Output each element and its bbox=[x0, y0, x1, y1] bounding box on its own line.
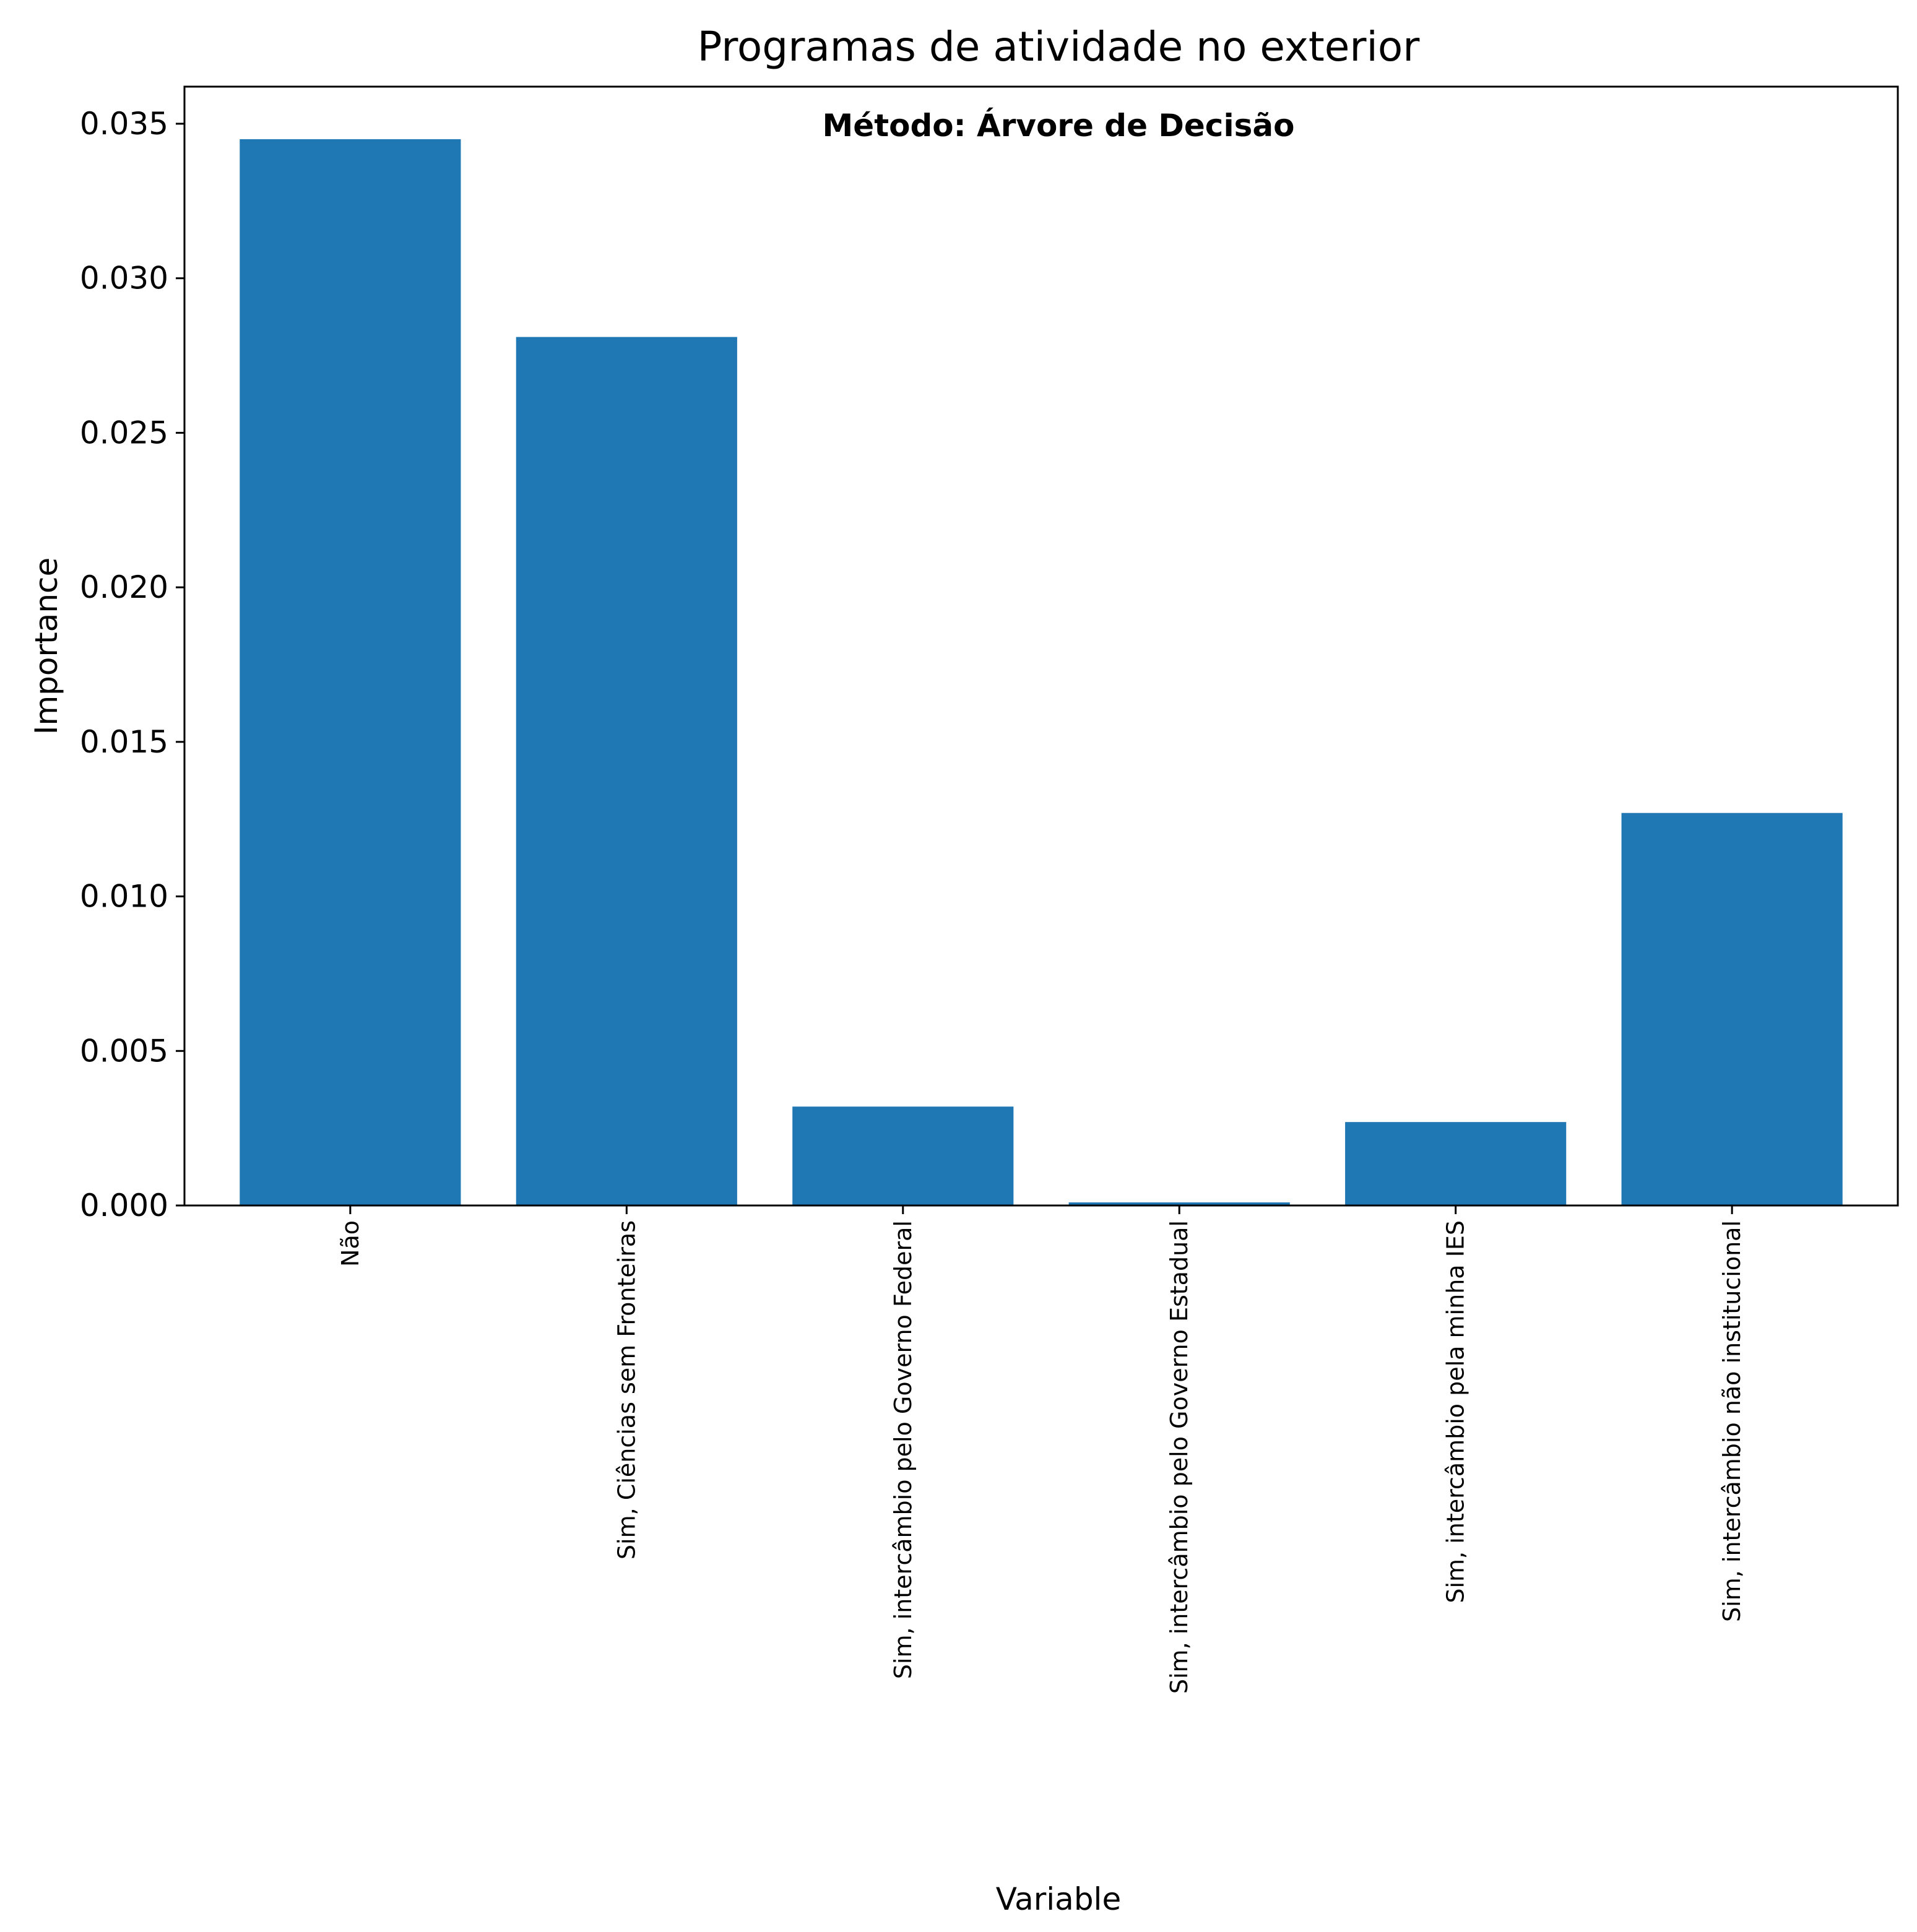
x-axis-label: Variable bbox=[996, 1881, 1121, 1917]
x-tick-label: Sim, Ciências sem Fronteiras bbox=[613, 1220, 640, 1559]
y-tick-label: 0.005 bbox=[80, 1033, 168, 1069]
y-tick-label: 0.030 bbox=[80, 261, 168, 296]
x-tick-label: Sim, intercâmbio pela minha IES bbox=[1442, 1220, 1469, 1603]
bar bbox=[1345, 1122, 1567, 1205]
y-tick-label: 0.025 bbox=[80, 415, 168, 451]
bar bbox=[1068, 1202, 1290, 1205]
y-tick-label: 0.015 bbox=[80, 724, 168, 760]
bar bbox=[516, 337, 737, 1205]
x-tick-label: Sim, intercâmbio não institucional bbox=[1718, 1220, 1746, 1622]
chart-title: Programas de atividade no exterior bbox=[698, 23, 1421, 71]
chart-annotation: Método: Árvore de Decisão bbox=[823, 107, 1295, 144]
x-tick-label: Sim, intercâmbio pelo Governo Federal bbox=[889, 1220, 917, 1679]
x-tick-label: Não bbox=[337, 1220, 364, 1267]
y-tick-label: 0.000 bbox=[80, 1188, 168, 1223]
x-tick-label: Sim, intercâmbio pelo Governo Estadual bbox=[1166, 1220, 1193, 1694]
bars-group bbox=[240, 139, 1843, 1205]
bar bbox=[1621, 813, 1843, 1205]
plot-frame bbox=[183, 85, 1899, 1207]
x-axis-ticks: Não Sim, Ciências sem Fronteiras Sim, inte… bbox=[337, 1205, 1746, 1694]
bar bbox=[792, 1106, 1014, 1205]
bar bbox=[240, 139, 461, 1205]
y-tick-label: 0.010 bbox=[80, 879, 168, 915]
y-tick-label: 0.020 bbox=[80, 569, 168, 605]
y-tick-label: 0.035 bbox=[80, 106, 168, 142]
y-axis-ticks: 0.000 0.005 0.010 0.015 0.020 0.025 0.030 0.035 bbox=[80, 106, 184, 1223]
y-axis-label: Importance bbox=[28, 558, 64, 735]
